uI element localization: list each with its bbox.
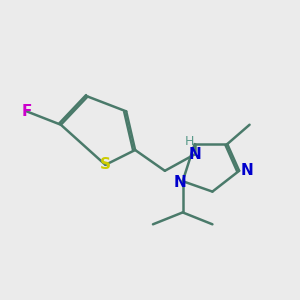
Text: S: S xyxy=(100,158,111,172)
Text: N: N xyxy=(240,163,253,178)
Text: H: H xyxy=(184,136,194,148)
Text: N: N xyxy=(173,175,186,190)
Text: F: F xyxy=(22,104,32,119)
Text: N: N xyxy=(188,147,201,162)
